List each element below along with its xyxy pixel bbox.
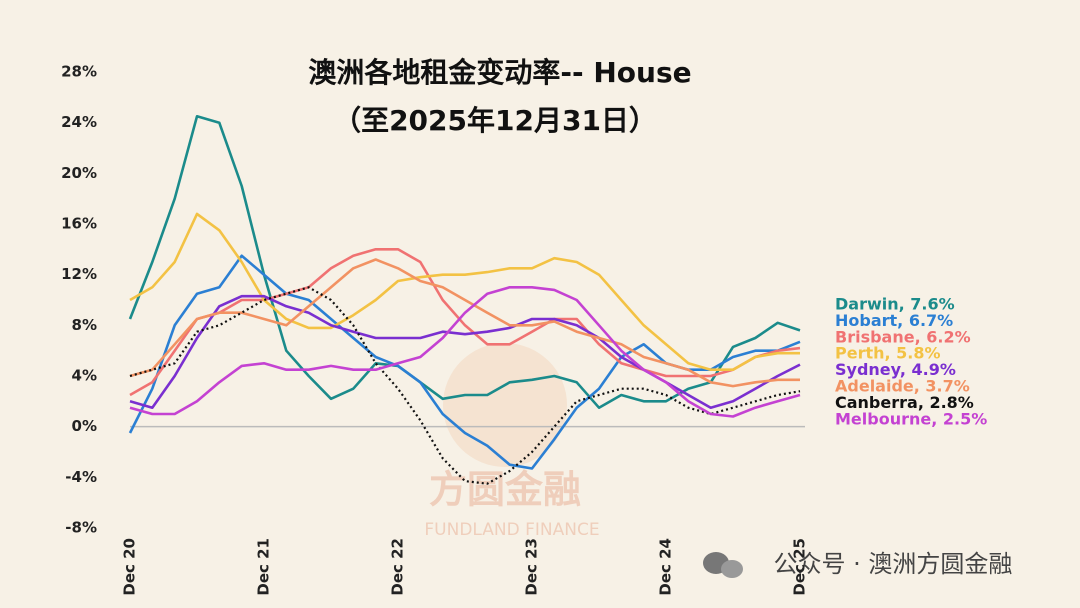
- series-line: [129, 248, 801, 397]
- series-line: [129, 212, 800, 372]
- legend-label: Perth, 5.8%: [835, 344, 941, 363]
- y-tick-label: 8%: [72, 316, 97, 334]
- legend-label: Melbourne, 2.5%: [835, 409, 987, 428]
- y-tick-label: 12%: [61, 265, 97, 283]
- x-tick-label: Dec 25: [791, 538, 809, 596]
- series-line: [129, 258, 800, 388]
- series-line: [128, 115, 801, 410]
- y-tick-label: 4%: [72, 367, 97, 385]
- legend-label: Darwin, 7.6%: [835, 295, 955, 314]
- legend-label: Canberra, 2.8%: [835, 393, 974, 412]
- legend-label: Brisbane, 6.2%: [835, 327, 971, 346]
- series-line: [129, 286, 801, 485]
- footer-icon: [703, 552, 743, 578]
- y-tick-label: 0%: [72, 417, 97, 435]
- x-tick-label: Dec 22: [389, 538, 407, 596]
- x-tick-label: Dec 24: [657, 538, 675, 596]
- y-tick-label: -4%: [65, 468, 97, 486]
- y-tick-label: -8%: [65, 519, 97, 537]
- chart-title: 澳洲各地租金变动率-- House: [308, 56, 691, 89]
- watermark-sub: FUNDLAND FINANCE: [424, 520, 599, 540]
- series-line: [129, 285, 801, 418]
- chart-subtitle: （至2025年12月31日）: [333, 104, 657, 137]
- series-line: [129, 294, 801, 410]
- y-tick-label: 20%: [61, 164, 97, 182]
- legend-label: Sydney, 4.9%: [835, 360, 956, 379]
- y-tick-label: 16%: [61, 215, 97, 233]
- x-tick-label: Dec 21: [255, 538, 273, 596]
- footer: 公众号 · 澳洲方圆金融: [774, 550, 1013, 578]
- y-tick-label: 24%: [61, 113, 97, 131]
- x-tick-label: Dec 20: [121, 538, 139, 596]
- y-tick-label: 28%: [61, 63, 97, 81]
- x-tick-label: Dec 23: [523, 538, 541, 596]
- legend-label: Hobart, 6.7%: [835, 311, 953, 330]
- legend-label: Adelaide, 3.7%: [835, 377, 970, 396]
- watermark-logo: [443, 343, 567, 467]
